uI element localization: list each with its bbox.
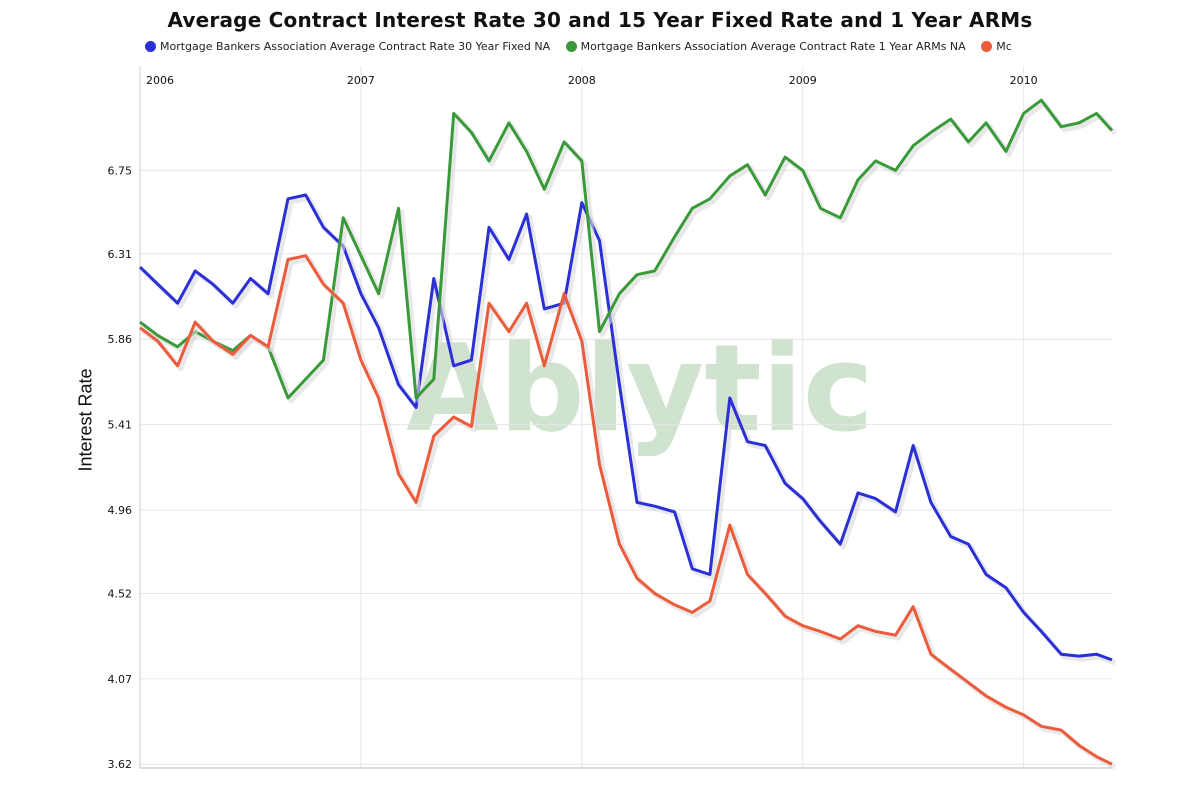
- legend-swatch-30yr: [145, 41, 156, 52]
- y-tick-label: 4.07: [108, 673, 133, 686]
- x-axis-ticks: 2006 2007 2008 2009 2010: [146, 74, 1038, 87]
- legend-swatch-15yr: [981, 41, 993, 52]
- series-line-0: [138, 193, 1113, 662]
- chart-legend: Mortgage Bankers Association Average Con…: [145, 40, 1115, 58]
- x-tick-label: 2009: [789, 74, 817, 87]
- legend-label-arm: Mortgage Bankers Association Average Con…: [580, 40, 966, 53]
- x-tick-label: 2010: [1010, 74, 1038, 87]
- legend-label-30yr: Mortgage Bankers Association Average Con…: [160, 40, 551, 53]
- y-tick-label: 4.52: [108, 587, 133, 600]
- legend-label-15yr: Mc: [996, 40, 1012, 53]
- y-tick-label: 4.96: [108, 504, 133, 517]
- x-tick-label: 2007: [347, 74, 375, 87]
- series-line-2: [139, 254, 1113, 766]
- series-shadow-0: [141, 195, 1116, 666]
- series-line-1: [139, 98, 1114, 400]
- x-tick-label: 2008: [568, 74, 596, 87]
- legend-item-15yr[interactable]: Mc: [981, 40, 1012, 53]
- series-lines: [138, 98, 1117, 770]
- legend-item-30yr[interactable]: Mortgage Bankers Association Average Con…: [145, 40, 550, 53]
- legend-swatch-arm: [565, 41, 577, 52]
- legend-item-arm[interactable]: Mortgage Bankers Association Average Con…: [565, 40, 966, 53]
- y-tick-label: 5.41: [108, 419, 133, 432]
- grid-lines: [139, 66, 1112, 768]
- chart-title: Average Contract Interest Rate 30 and 15…: [167, 8, 1033, 32]
- y-tick-label: 5.86: [108, 333, 133, 346]
- y-tick-label: 6.31: [108, 248, 133, 261]
- y-tick-label: 6.75: [108, 164, 133, 177]
- y-axis-ticks: 6.75 6.31 5.86 5.41 4.96 4.52 4.07 3.62: [108, 164, 133, 771]
- y-tick-label: 3.62: [108, 758, 133, 771]
- x-tick-label: 2006: [146, 74, 174, 87]
